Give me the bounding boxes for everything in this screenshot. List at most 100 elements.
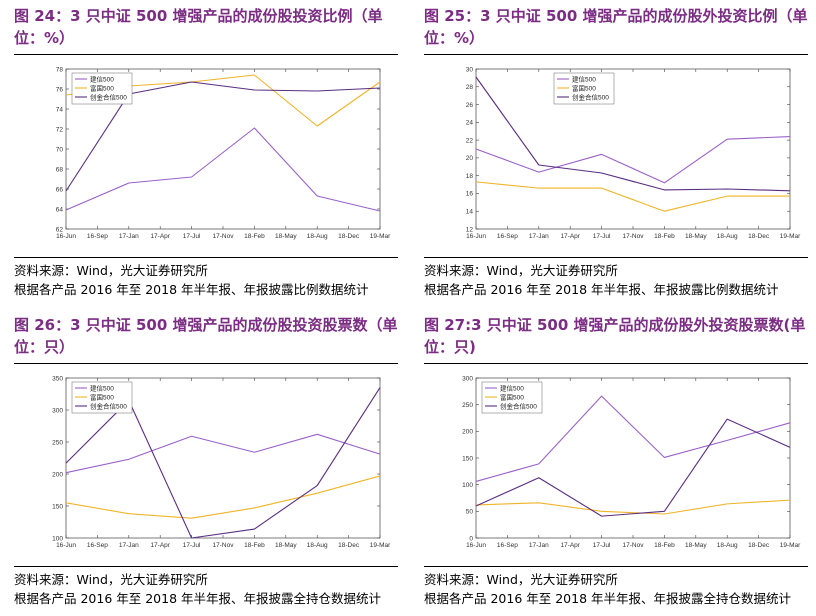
legend-label: 创金合信500 xyxy=(572,92,609,101)
x-tick-label: 18-Aug xyxy=(307,542,328,549)
y-tick-label: 300 xyxy=(462,375,473,382)
y-tick-label: 250 xyxy=(52,439,63,446)
y-tick-label: 0 xyxy=(469,535,473,542)
figure-24-panel: 图 24：3 只中证 500 增强产品的成份股投资比例（单位：%） 62 64 66… xyxy=(14,5,404,305)
top-rule xyxy=(14,54,398,55)
x-tick-label: 18-May xyxy=(275,233,297,240)
line-chart: 100 150 200 250 300 350 16-Jun 16-Sep 17-Jan 17-A… xyxy=(14,366,404,562)
y-tick-label: 68 xyxy=(56,166,64,173)
y-tick-label: 150 xyxy=(462,455,473,462)
y-tick-label: 28 xyxy=(466,84,474,91)
y-tick-label: 74 xyxy=(56,106,64,113)
x-tick-label: 17-Jul xyxy=(593,233,611,240)
legend-label: 建信500 xyxy=(500,383,524,392)
x-tick-label: 16-Jun xyxy=(466,542,486,549)
y-tick-label: 350 xyxy=(52,375,63,382)
y-tick-label: 26 xyxy=(466,102,474,109)
chart-svg: 100 150 200 250 300 350 16-Jun 16-Sep 17-Jan 17-A… xyxy=(52,375,391,549)
x-tick-label: 16-Sep xyxy=(497,233,518,240)
x-tick-label: 16-Jun xyxy=(56,233,76,240)
x-tick-label: 17-Jan xyxy=(119,542,139,549)
y-tick-label: 72 xyxy=(56,126,64,133)
x-tick-label: 17-Apr xyxy=(150,542,170,549)
figure-title: 图 27:3 只中证 500 增强产品的成份股外投资股票数(单位：只) xyxy=(424,316,806,356)
y-tick-label: 64 xyxy=(56,206,64,213)
y-tick-label: 250 xyxy=(462,402,473,409)
source-text: 资料来源：Wind，光大证券研究所 xyxy=(14,263,208,278)
y-tick-label: 76 xyxy=(56,86,64,93)
x-tick-label: 17-Jul xyxy=(183,233,201,240)
x-tick-label: 19-Mar xyxy=(370,542,391,549)
x-tick-label: 18-May xyxy=(685,233,707,240)
x-tick-label: 16-Jun xyxy=(56,542,76,549)
top-rule xyxy=(424,54,808,55)
x-tick-label: 19-Mar xyxy=(370,233,391,240)
x-tick-label: 18-May xyxy=(275,542,297,549)
x-tick-label: 17-Jan xyxy=(119,233,139,240)
y-tick-label: 18 xyxy=(466,173,474,180)
legend-label: 富国500 xyxy=(572,83,596,92)
x-tick-label: 17-Jul xyxy=(183,542,201,549)
source-text: 资料来源：Wind，光大证券研究所 xyxy=(14,572,208,587)
y-tick-label: 62 xyxy=(56,226,64,233)
figure-title: 图 25：3 只中证 500 增强产品的成份股外投资比例（单位：%） xyxy=(424,7,808,47)
y-tick-label: 66 xyxy=(56,186,64,193)
x-tick-label: 17-Jul xyxy=(593,542,611,549)
y-tick-label: 50 xyxy=(466,509,474,516)
bottom-rule xyxy=(424,257,808,258)
y-tick-label: 300 xyxy=(52,407,63,414)
top-rule xyxy=(424,363,808,364)
x-tick-label: 16-Jun xyxy=(466,233,486,240)
legend-box xyxy=(71,72,133,105)
x-tick-label: 17-Apr xyxy=(560,233,580,240)
x-tick-label: 18-Feb xyxy=(244,233,265,240)
x-tick-label: 18-Dec xyxy=(338,542,360,549)
series-line-0 xyxy=(475,136,791,184)
series-line-2 xyxy=(65,81,381,192)
x-tick-label: 17-Jan xyxy=(529,233,549,240)
x-tick-label: 17-Nov xyxy=(213,233,235,240)
x-tick-label: 18-Aug xyxy=(307,233,328,240)
x-tick-label: 18-Dec xyxy=(748,233,770,240)
series-line-0 xyxy=(65,433,381,474)
bottom-rule xyxy=(14,257,398,258)
legend-label: 创金合信500 xyxy=(90,92,127,101)
legend-box xyxy=(71,381,133,414)
y-tick-label: 20 xyxy=(466,155,474,162)
x-tick-label: 18-Dec xyxy=(338,233,360,240)
x-tick-label: 17-Nov xyxy=(623,542,645,549)
series-line-0 xyxy=(475,395,791,482)
bottom-rule xyxy=(424,566,808,567)
figure-25-panel: 图 25：3 只中证 500 增强产品的成份股外投资比例（单位：%） 12 14 1… xyxy=(424,5,814,305)
x-tick-label: 17-Jan xyxy=(529,542,549,549)
y-tick-label: 16 xyxy=(466,191,474,198)
series-line-1 xyxy=(475,499,791,515)
x-tick-label: 18-Feb xyxy=(654,542,675,549)
x-tick-label: 16-Sep xyxy=(87,542,108,549)
legend-label: 创金合信500 xyxy=(90,401,127,410)
source-text: 资料来源：Wind，光大证券研究所 xyxy=(424,263,618,278)
y-tick-label: 22 xyxy=(466,137,474,144)
series-line-0 xyxy=(65,127,381,212)
chart-svg: 12 14 16 18 20 22 24 26 28 30 16-Jun 16-Sep 17-Jan 17… xyxy=(466,66,801,240)
series-line-1 xyxy=(65,475,381,519)
legend-label: 建信500 xyxy=(90,383,114,392)
x-tick-label: 17-Nov xyxy=(623,233,645,240)
y-tick-label: 150 xyxy=(52,503,63,510)
series-line-2 xyxy=(475,418,791,517)
plot-frame xyxy=(475,68,791,230)
x-tick-label: 17-Apr xyxy=(150,233,170,240)
note-text: 根据各产品 2016 年至 2018 年半年报、年报披露全持仓数据统计 xyxy=(424,591,792,606)
legend-label: 富国500 xyxy=(90,83,114,92)
line-chart: 62 64 66 68 70 72 74 76 78 16-Jun 16-Sep 17-Jan 17-A… xyxy=(14,57,404,253)
x-tick-label: 16-Sep xyxy=(497,542,518,549)
chart-svg: 62 64 66 68 70 72 74 76 78 16-Jun 16-Sep 17-Jan 17-A… xyxy=(56,66,391,240)
series-line-2 xyxy=(475,76,791,192)
x-tick-label: 18-May xyxy=(685,542,707,549)
chart-svg: 0 50 100 150 200 250 300 16-Jun 16-Sep 17-Jan 17-A… xyxy=(462,375,801,549)
legend-label: 建信500 xyxy=(90,74,114,83)
x-tick-label: 18-Dec xyxy=(748,542,770,549)
series-line-1 xyxy=(475,181,790,212)
bottom-rule xyxy=(14,566,398,567)
y-tick-label: 78 xyxy=(56,66,64,73)
